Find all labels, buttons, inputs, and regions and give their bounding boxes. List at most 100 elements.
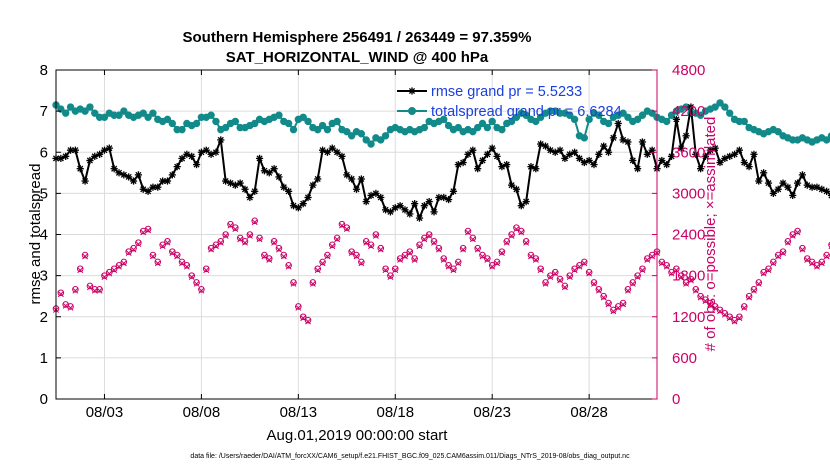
rmse-point	[299, 200, 307, 208]
right-tick-label: 4800	[672, 62, 705, 79]
x-stroke	[290, 280, 297, 287]
rmse-point	[469, 146, 477, 154]
right-y-axis-label: # of obs: o=possible; ×=assimilated	[702, 117, 719, 352]
totalspread-point	[333, 117, 341, 126]
rmse-point	[503, 160, 511, 169]
obs-assimilated-point	[644, 256, 651, 263]
asterisk-stroke	[474, 165, 481, 172]
rmse-point	[682, 132, 690, 140]
obs-possible-point	[135, 239, 142, 247]
rmse-point	[173, 163, 181, 171]
x-stroke	[649, 253, 656, 260]
rmse-point	[716, 158, 724, 167]
rmse-point	[541, 142, 550, 150]
rmse-point	[571, 148, 579, 156]
x-stroke	[760, 270, 767, 277]
obs-assimilated-point	[595, 287, 602, 294]
asterisk-stroke	[164, 177, 171, 185]
x-stroke	[503, 239, 510, 246]
obs-assimilated-point	[256, 236, 263, 243]
totalspread-point	[478, 119, 487, 128]
x-stroke	[96, 287, 103, 294]
x-stroke	[513, 226, 520, 232]
obs-assimilated-point	[305, 318, 311, 325]
x-stroke	[542, 280, 549, 287]
asterisk-stroke	[338, 153, 346, 160]
rmse-point	[255, 154, 264, 163]
totalspread-point	[144, 113, 152, 121]
legend-entry-rmse: rmse grand pr = 5.5233	[397, 84, 582, 100]
obs-possible-point	[275, 244, 283, 252]
x-stroke	[183, 263, 190, 270]
obs-possible-point	[198, 286, 205, 293]
x-stroke	[217, 239, 224, 246]
x-stroke	[712, 304, 719, 311]
totalspread-point	[347, 132, 356, 140]
asterisk-stroke	[241, 186, 249, 193]
x-stroke	[377, 246, 384, 253]
asterisk-stroke	[62, 153, 69, 160]
obs-possible-point	[755, 279, 763, 286]
x-stroke	[474, 246, 481, 253]
obs-assimilated-point	[552, 270, 559, 277]
asterisk-stroke	[678, 145, 685, 152]
obs-assimilated-point	[149, 253, 156, 260]
rmse-point	[755, 177, 763, 185]
x-stroke	[755, 280, 762, 287]
asterisk-stroke	[314, 175, 321, 183]
rmse-point	[163, 177, 172, 185]
obs-possible-point	[178, 258, 186, 266]
obs-assimilated-point	[717, 308, 723, 315]
rmse-point	[813, 183, 821, 191]
obs-assimilated-point	[387, 274, 394, 280]
asterisk-stroke	[334, 149, 341, 156]
rmse-point	[517, 202, 525, 210]
totalspread-point	[275, 111, 283, 119]
obs-possible-point	[261, 251, 268, 259]
asterisk-stroke	[275, 173, 283, 180]
x-stroke	[227, 222, 234, 229]
x-stroke	[620, 301, 627, 308]
obs-possible-point	[779, 248, 787, 255]
totalspread-point	[711, 103, 719, 111]
totalspread-point	[469, 127, 477, 136]
obs-possible-point	[629, 279, 637, 286]
totalspread-point	[207, 111, 215, 119]
obs-assimilated-point	[532, 256, 539, 263]
asterisk-stroke	[416, 214, 423, 222]
x-stroke	[135, 241, 142, 248]
asterisk-stroke	[348, 175, 355, 183]
asterisk-stroke	[595, 151, 602, 158]
obs-assimilated-point	[159, 243, 166, 250]
x-stroke	[784, 239, 791, 246]
obs-assimilated-point	[547, 274, 554, 280]
rmse-point	[692, 150, 700, 158]
asterisk-stroke	[86, 157, 93, 164]
x-stroke	[232, 226, 239, 232]
x-stroke	[537, 267, 544, 274]
x-stroke	[721, 311, 728, 318]
obs-assimilated-point	[474, 246, 481, 253]
x-stroke	[561, 284, 568, 291]
asterisk-stroke	[145, 188, 152, 195]
totalspread-point	[740, 117, 748, 126]
totalspread-point	[139, 109, 147, 117]
x-stroke	[295, 304, 302, 311]
asterisk-stroke	[775, 186, 782, 193]
rmse-point	[217, 136, 225, 144]
x-stroke	[678, 274, 685, 280]
obs-possible-point	[67, 303, 74, 310]
asterisk-stroke	[96, 151, 103, 158]
totalspread-point	[721, 103, 729, 111]
obs-assimilated-point	[242, 239, 248, 246]
asterisk-stroke	[765, 180, 772, 187]
x-stroke	[658, 260, 665, 267]
x-stroke	[179, 260, 185, 267]
x-axis-label: Aug.01,2019 00:00:00 start	[267, 427, 449, 444]
x-stroke	[600, 294, 607, 301]
obs-assimilated-point	[741, 304, 748, 311]
asterisk-stroke	[426, 198, 433, 205]
asterisk-stroke	[290, 202, 297, 209]
x-stroke	[484, 256, 491, 263]
asterisk-stroke	[193, 161, 200, 168]
